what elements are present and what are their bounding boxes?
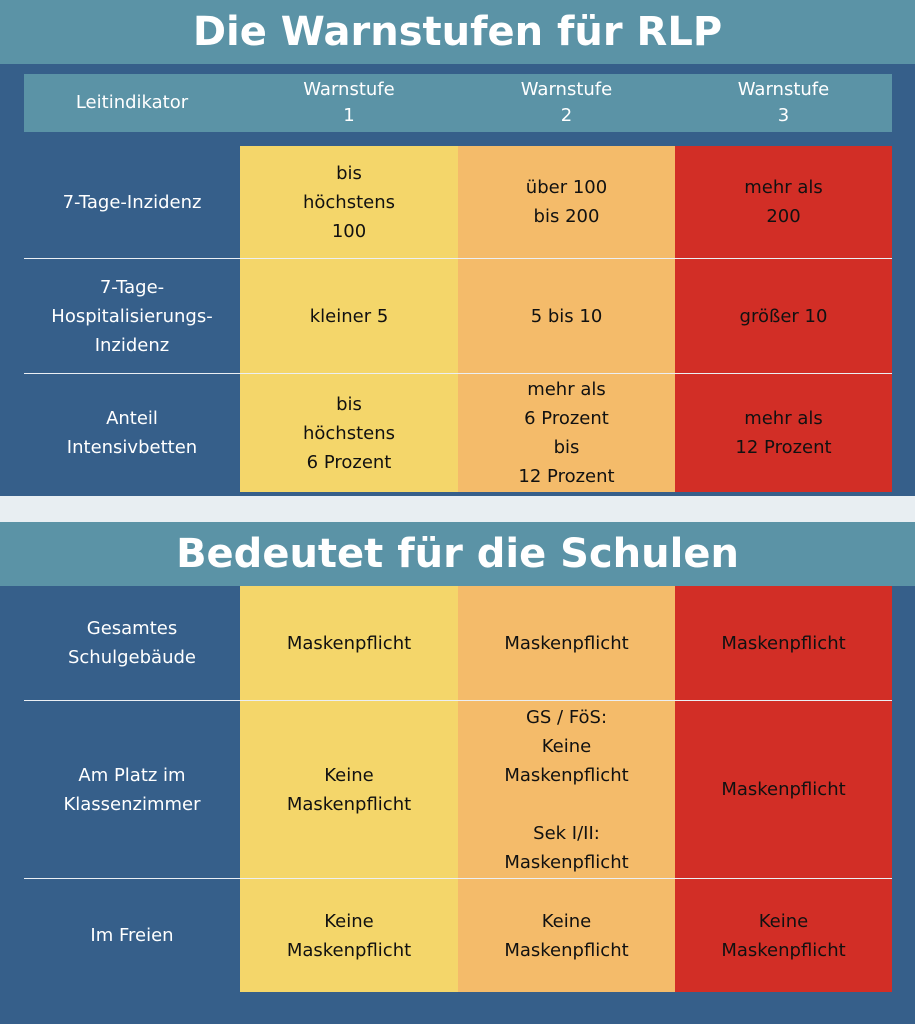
- school-im-freien-level-3: Keine Maskenpflicht: [675, 879, 892, 992]
- school-schulgebaeude-level-1: Maskenpflicht: [240, 586, 458, 700]
- indicator-intensivbetten-level-2: mehr als 6 Prozent bis 12 Prozent: [458, 374, 675, 492]
- row-divider: [24, 878, 892, 879]
- header-indicator: Leitindikator: [75, 92, 189, 113]
- indicator-intensivbetten-level-1: bis höchstens 6 Prozent: [240, 374, 458, 492]
- school-klassenzimmer-level-2: GS / FöS: Keine Maskenpflicht Sek I/II: …: [458, 701, 675, 878]
- indicator-hospitalisierung-level-3: größer 10: [675, 259, 892, 373]
- header-warnstufe-1: Warnstufe 1: [303, 79, 395, 126]
- indicator-intensivbetten-level-3: mehr als 12 Prozent: [675, 374, 892, 492]
- indicator-inzidenz-level-2: über 100 bis 200: [458, 146, 675, 258]
- row-divider: [24, 373, 892, 374]
- school-klassenzimmer-level-1: Keine Maskenpflicht: [240, 701, 458, 878]
- school-schulgebaeude-level-2: Maskenpflicht: [458, 586, 675, 700]
- school-label-schulgebaeude: Gesamtes Schulgebäude: [67, 618, 196, 668]
- indicator-label-intensivbetten: Anteil Intensivbetten: [66, 408, 198, 458]
- table-header-row: Leitindikator Warnstufe 1 Warnstufe 2 Wa…: [24, 74, 892, 132]
- indicator-label-inzidenz: 7-Tage-Inzidenz: [62, 191, 202, 213]
- school-klassenzimmer-level-3: Maskenpflicht: [675, 701, 892, 878]
- header-warnstufe-3: Warnstufe 3: [737, 79, 830, 126]
- school-im-freien-level-1: Keine Maskenpflicht: [240, 879, 458, 992]
- row-divider: [24, 258, 892, 259]
- school-im-freien-level-2: Keine Maskenpflicht: [458, 879, 675, 992]
- main-title: Die Warnstufen für RLP: [0, 0, 915, 64]
- section-gap: [0, 496, 915, 522]
- school-label-im-freien: Im Freien: [90, 925, 174, 946]
- schools-title: Bedeutet für die Schulen: [0, 522, 915, 586]
- school-schulgebaeude-level-3: Maskenpflicht: [675, 586, 892, 700]
- header-warnstufe-2: Warnstufe 2: [520, 79, 613, 126]
- indicator-label-hospitalisierung: 7-Tage- Hospitalisierungs- Inzidenz: [51, 276, 213, 356]
- indicator-hospitalisierung-level-2: 5 bis 10: [458, 259, 675, 373]
- indicator-hospitalisierung-level-1: kleiner 5: [240, 259, 458, 373]
- row-divider: [24, 700, 892, 701]
- indicator-inzidenz-level-3: mehr als 200: [675, 146, 892, 258]
- indicator-inzidenz-level-1: bis höchstens 100: [240, 146, 458, 258]
- school-label-klassenzimmer: Am Platz im Klassenzimmer: [63, 764, 201, 815]
